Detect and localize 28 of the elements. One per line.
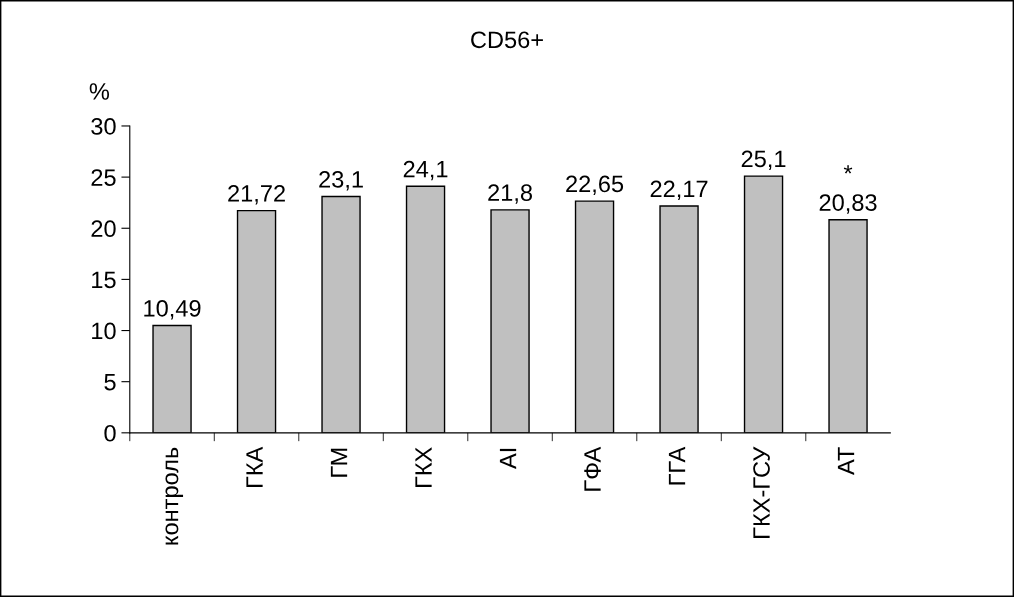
data-label: 24,1 <box>403 160 448 181</box>
data-label: 22,65 <box>566 175 624 196</box>
y-tick-label: 15 <box>92 271 116 289</box>
y-tick-label: 0 <box>104 424 116 442</box>
data-label: 25,1 <box>741 150 786 171</box>
data-label: 21,8 <box>488 184 532 204</box>
y-tick-label: 25 <box>91 169 116 186</box>
x-tick-label: ГКХ <box>415 447 432 488</box>
x-tick-label: ГГА <box>668 446 686 485</box>
x-tick-label: ГФА <box>584 446 601 491</box>
data-label: 21,72 <box>228 185 285 205</box>
y-axis-title: % <box>89 83 110 100</box>
x-tick-label: ГМ <box>330 448 348 477</box>
annotation: * <box>843 165 853 174</box>
data-label: 22,17 <box>650 180 708 201</box>
x-tick-label: АІ <box>499 448 517 469</box>
data-label: 23,1 <box>319 170 363 191</box>
y-tick-label: 5 <box>104 373 116 391</box>
x-tick-label: контроль <box>165 447 184 545</box>
x-tick-label: ГКХ-ГСУ <box>753 446 770 538</box>
y-tick-label: 20 <box>91 220 116 238</box>
y-tick-label: 30 <box>91 118 116 135</box>
x-tick-label: ГКА <box>246 446 263 488</box>
x-tick-label: АТ <box>837 447 855 476</box>
data-label: 20,83 <box>819 194 877 214</box>
chart-title: CD56+ <box>471 31 543 49</box>
y-tick-label: 10 <box>92 322 116 340</box>
data-label: 10,49 <box>144 299 201 320</box>
